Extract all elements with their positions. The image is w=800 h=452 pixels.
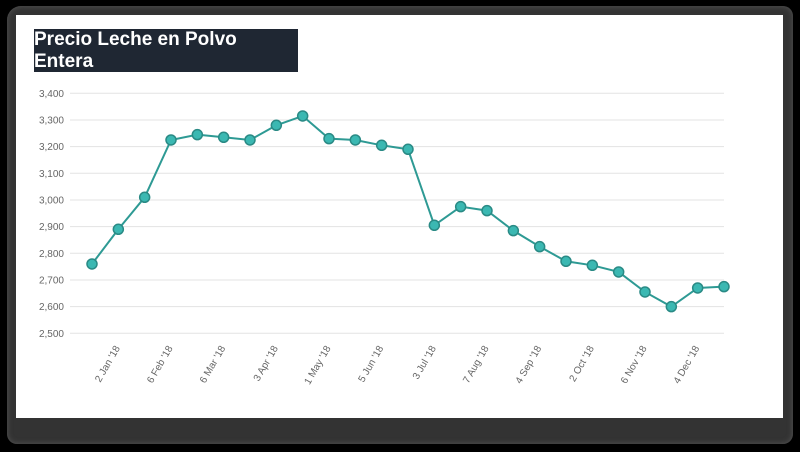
y-tick-label: 2,700 bbox=[39, 275, 64, 286]
x-tick-label: 4 Sep '18 bbox=[514, 344, 545, 386]
data-point bbox=[86, 258, 98, 270]
data-point bbox=[191, 128, 204, 141]
data-point bbox=[586, 259, 599, 272]
data-point bbox=[323, 132, 335, 145]
data-point bbox=[138, 191, 151, 204]
data-point bbox=[560, 255, 572, 268]
data-point bbox=[244, 134, 256, 146]
data-point bbox=[165, 134, 177, 146]
x-tick-label: 1 May '18 bbox=[303, 344, 334, 387]
data-point bbox=[639, 286, 651, 298]
x-tick-label: 2 Jan '18 bbox=[93, 344, 123, 385]
chart-card bbox=[16, 15, 783, 418]
data-point bbox=[507, 224, 520, 237]
y-tick-label: 3,300 bbox=[39, 115, 64, 126]
x-tick-label: 3 Apr '18 bbox=[252, 344, 281, 384]
data-point bbox=[665, 300, 678, 313]
x-tick-label: 6 Nov '18 bbox=[619, 344, 650, 386]
data-point bbox=[691, 282, 704, 294]
data-point bbox=[533, 240, 546, 253]
data-point bbox=[112, 223, 125, 236]
x-tick-label: 6 Feb '18 bbox=[145, 344, 175, 386]
data-point bbox=[270, 119, 283, 132]
y-tick-label: 2,600 bbox=[39, 302, 64, 313]
data-point bbox=[349, 134, 362, 146]
y-tick-label: 3,400 bbox=[39, 89, 64, 100]
data-point bbox=[296, 110, 309, 122]
data-point bbox=[428, 219, 441, 232]
y-tick-label: 3,200 bbox=[39, 142, 64, 153]
y-tick-label: 2,800 bbox=[39, 249, 64, 260]
x-tick-label: 4 Dec '18 bbox=[672, 344, 703, 386]
y-tick-label: 2,500 bbox=[39, 329, 64, 340]
x-tick-label: 7 Aug '18 bbox=[461, 344, 491, 386]
data-point bbox=[402, 143, 414, 156]
chart-title: Precio Leche en Polvo Entera bbox=[34, 29, 298, 72]
y-tick-label: 3,000 bbox=[39, 195, 64, 206]
data-point bbox=[217, 131, 230, 144]
y-tick-label: 3,100 bbox=[39, 169, 64, 180]
x-tick-label: 5 Jun '18 bbox=[357, 344, 387, 385]
data-point bbox=[718, 280, 730, 293]
x-tick-label: 2 Oct '18 bbox=[568, 344, 598, 384]
data-point bbox=[612, 266, 625, 278]
data-point bbox=[375, 139, 388, 152]
x-tick-label: 3 Jul '18 bbox=[411, 344, 439, 382]
x-tick-label: 6 Mar '18 bbox=[198, 344, 228, 386]
data-point bbox=[481, 204, 493, 217]
data-point bbox=[454, 200, 467, 213]
y-tick-label: 2,900 bbox=[39, 222, 64, 233]
